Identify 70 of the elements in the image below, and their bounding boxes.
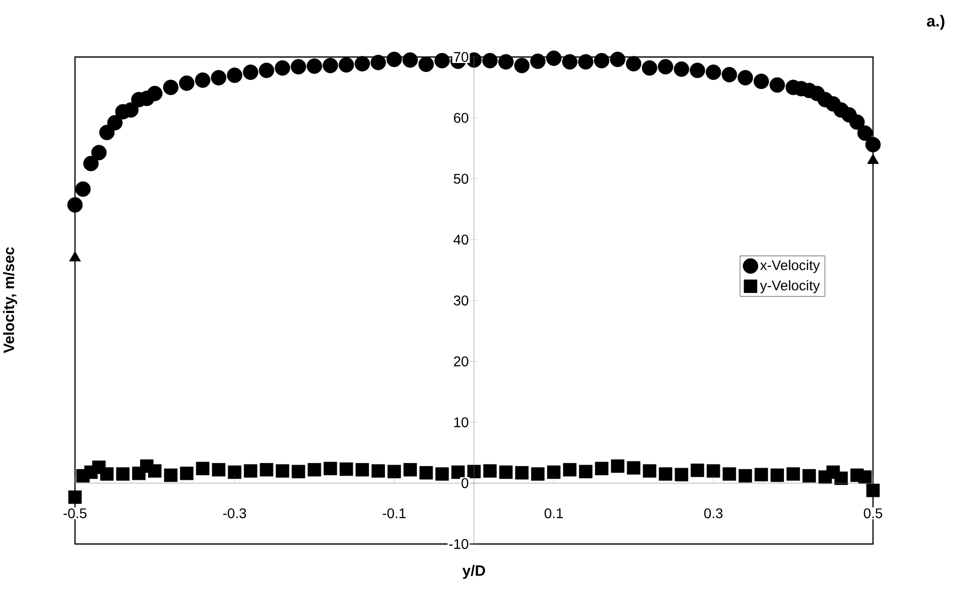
text: a.) [926, 14, 944, 30]
point [372, 464, 385, 478]
point [658, 467, 672, 481]
y-tick-label: 0 [462, 478, 468, 488]
point [212, 463, 226, 476]
point [867, 154, 879, 164]
y-tick-label: 50 [454, 174, 468, 184]
point [340, 462, 354, 476]
y-tick-label: 30 [454, 296, 468, 306]
point [244, 464, 258, 478]
point [738, 469, 752, 483]
point [69, 251, 81, 262]
point [706, 464, 720, 478]
point [148, 464, 162, 478]
point [626, 461, 640, 475]
point [834, 472, 848, 485]
point [419, 466, 433, 480]
point [858, 470, 872, 484]
point [356, 463, 369, 476]
y-tick-label: 10 [454, 417, 468, 428]
x-tick-label: -0.1 [382, 508, 406, 518]
x-tick-label: -0.5 [64, 508, 86, 518]
point [116, 467, 130, 481]
point [786, 467, 800, 481]
point [531, 467, 545, 481]
point [403, 463, 417, 476]
x-tick-label: -0.3 [223, 508, 246, 518]
point [68, 490, 82, 504]
x-tick-label: 0.1 [544, 508, 563, 518]
legend-label: y-Velocity [760, 280, 820, 294]
x-tick-label: 0.3 [704, 508, 723, 518]
point [674, 468, 688, 482]
point [180, 466, 194, 480]
point [100, 467, 114, 481]
point [435, 467, 449, 481]
point [451, 465, 465, 479]
point [499, 465, 513, 479]
point [228, 465, 242, 479]
point [467, 464, 481, 478]
point [292, 464, 306, 478]
point [276, 464, 290, 478]
y-tick-label: 40 [454, 234, 468, 245]
point [164, 468, 178, 482]
point [866, 484, 880, 498]
point [642, 464, 656, 478]
y-axis-title: Velocity, m/sec [3, 247, 18, 354]
point [515, 466, 529, 480]
point [196, 462, 210, 476]
point [308, 463, 322, 476]
point [802, 469, 816, 483]
point [563, 463, 576, 476]
point [324, 462, 338, 476]
point [579, 464, 592, 478]
legend-label: x-Velocity [760, 260, 820, 273]
point [483, 464, 497, 478]
point [594, 462, 608, 476]
y-tick-label: 20 [454, 356, 468, 366]
x-axis-title: y/D [462, 564, 486, 579]
y-tick-label: -10 [449, 539, 468, 549]
point [260, 463, 274, 476]
point [388, 464, 401, 478]
point [754, 468, 768, 482]
y-tick-label: 60 [454, 112, 468, 123]
x-tick-label: 0.5 [864, 508, 882, 518]
point [722, 467, 736, 481]
point [547, 465, 561, 479]
point [770, 468, 784, 482]
point [610, 459, 624, 473]
y-tick-label: 70 [454, 52, 468, 62]
point [690, 464, 704, 478]
